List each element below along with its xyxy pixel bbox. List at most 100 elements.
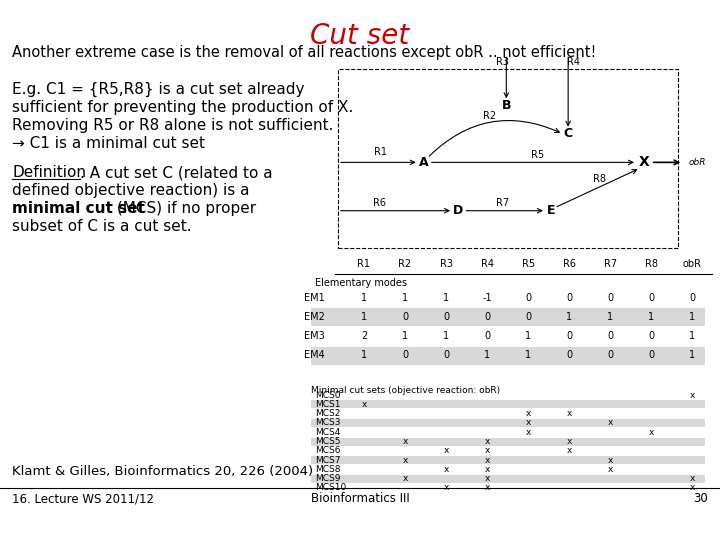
Text: 0: 0 xyxy=(648,350,654,360)
Text: C: C xyxy=(564,127,572,140)
Text: 1: 1 xyxy=(648,312,654,322)
FancyBboxPatch shape xyxy=(310,456,705,464)
Text: x: x xyxy=(690,474,695,483)
Text: x: x xyxy=(485,474,490,483)
Text: MCS8: MCS8 xyxy=(315,465,341,474)
Text: 30: 30 xyxy=(693,492,708,505)
FancyBboxPatch shape xyxy=(310,308,705,326)
Text: 0: 0 xyxy=(566,350,572,360)
Text: minimal cut set: minimal cut set xyxy=(12,201,145,216)
Text: 1: 1 xyxy=(689,331,696,341)
Text: 0: 0 xyxy=(525,293,531,303)
Text: MCS5: MCS5 xyxy=(315,437,341,446)
Text: x: x xyxy=(526,428,531,437)
Text: 1: 1 xyxy=(607,312,613,322)
Text: R5: R5 xyxy=(531,150,544,159)
Text: x: x xyxy=(608,418,613,428)
Text: x: x xyxy=(690,390,695,400)
Text: x: x xyxy=(485,483,490,492)
Text: x: x xyxy=(608,456,613,464)
Text: R2: R2 xyxy=(482,111,495,121)
Text: R1: R1 xyxy=(374,147,387,157)
Text: 0: 0 xyxy=(402,350,408,360)
Text: x: x xyxy=(526,409,531,418)
Text: 0: 0 xyxy=(484,312,490,322)
Text: . A cut set C (related to a: . A cut set C (related to a xyxy=(80,165,273,180)
Text: R4: R4 xyxy=(480,259,494,269)
Text: R2: R2 xyxy=(398,259,412,269)
Text: MCS9: MCS9 xyxy=(315,474,341,483)
Text: (MCS) if no proper: (MCS) if no proper xyxy=(112,201,256,216)
Text: 1: 1 xyxy=(689,312,696,322)
Text: 0: 0 xyxy=(566,293,572,303)
Text: 1: 1 xyxy=(443,331,449,341)
Text: R6: R6 xyxy=(562,259,576,269)
Text: R8: R8 xyxy=(593,174,606,184)
Text: 1: 1 xyxy=(402,293,408,303)
Text: x: x xyxy=(485,446,490,455)
Text: MCS2: MCS2 xyxy=(315,409,340,418)
Text: R1: R1 xyxy=(357,259,371,269)
Text: x: x xyxy=(690,483,695,492)
Text: x: x xyxy=(485,465,490,474)
Text: x: x xyxy=(402,437,408,446)
Text: x: x xyxy=(567,437,572,446)
Text: x: x xyxy=(649,428,654,437)
Text: A: A xyxy=(419,156,428,169)
FancyBboxPatch shape xyxy=(310,437,705,446)
Text: x: x xyxy=(567,446,572,455)
Text: E.g. C1 = {R5,R8} is a cut set already: E.g. C1 = {R5,R8} is a cut set already xyxy=(12,82,305,97)
Text: 0: 0 xyxy=(484,331,490,341)
Text: 0: 0 xyxy=(566,331,572,341)
FancyBboxPatch shape xyxy=(310,475,705,483)
Text: 1: 1 xyxy=(402,331,408,341)
Text: R3: R3 xyxy=(496,57,509,67)
Text: sufficient for preventing the production of X.: sufficient for preventing the production… xyxy=(12,100,354,115)
Text: MCS6: MCS6 xyxy=(315,446,341,455)
Text: 0: 0 xyxy=(648,331,654,341)
Text: 1: 1 xyxy=(566,312,572,322)
Text: subset of C is a cut set.: subset of C is a cut set. xyxy=(12,219,192,234)
Text: x: x xyxy=(444,483,449,492)
Text: MCS4: MCS4 xyxy=(315,428,340,437)
Text: 1: 1 xyxy=(361,312,367,322)
Text: MCS1: MCS1 xyxy=(315,400,341,409)
Text: D: D xyxy=(453,204,463,217)
Text: X: X xyxy=(639,156,649,170)
Text: MCS7: MCS7 xyxy=(315,456,341,464)
FancyBboxPatch shape xyxy=(310,419,705,427)
Text: x: x xyxy=(567,409,572,418)
Text: x: x xyxy=(444,465,449,474)
Text: Definition: Definition xyxy=(12,165,86,180)
Text: R8: R8 xyxy=(644,259,658,269)
Text: Removing R5 or R8 alone is not sufficient.: Removing R5 or R8 alone is not sufficien… xyxy=(12,118,333,133)
Text: 0: 0 xyxy=(607,293,613,303)
Text: 1: 1 xyxy=(484,350,490,360)
Text: 0: 0 xyxy=(525,312,531,322)
Text: Bioinformatics III: Bioinformatics III xyxy=(310,492,410,505)
Text: 16. Lecture WS 2011/12: 16. Lecture WS 2011/12 xyxy=(12,492,154,505)
Text: 0: 0 xyxy=(402,312,408,322)
Text: Elementary modes: Elementary modes xyxy=(315,279,407,288)
Text: → C1 is a minimal cut set: → C1 is a minimal cut set xyxy=(12,136,205,151)
Text: MCS0: MCS0 xyxy=(315,390,341,400)
Text: 0: 0 xyxy=(607,350,613,360)
FancyBboxPatch shape xyxy=(310,401,705,408)
Text: x: x xyxy=(608,465,613,474)
Text: 1: 1 xyxy=(525,350,531,360)
Text: 0: 0 xyxy=(443,350,449,360)
Text: -1: -1 xyxy=(482,293,492,303)
Text: 1: 1 xyxy=(443,293,449,303)
Text: 0: 0 xyxy=(689,293,696,303)
Text: 1: 1 xyxy=(689,350,696,360)
Text: defined objective reaction) is a: defined objective reaction) is a xyxy=(12,183,250,198)
Text: EM2: EM2 xyxy=(305,312,325,322)
Text: Another extreme case is the removal of all reactions except obR .. not efficient: Another extreme case is the removal of a… xyxy=(12,45,596,60)
Text: EM3: EM3 xyxy=(305,331,325,341)
FancyBboxPatch shape xyxy=(310,347,705,364)
Text: 0: 0 xyxy=(443,312,449,322)
Text: obR: obR xyxy=(688,158,706,167)
Text: R7: R7 xyxy=(496,198,510,208)
Text: 1: 1 xyxy=(525,331,531,341)
Text: x: x xyxy=(526,418,531,428)
